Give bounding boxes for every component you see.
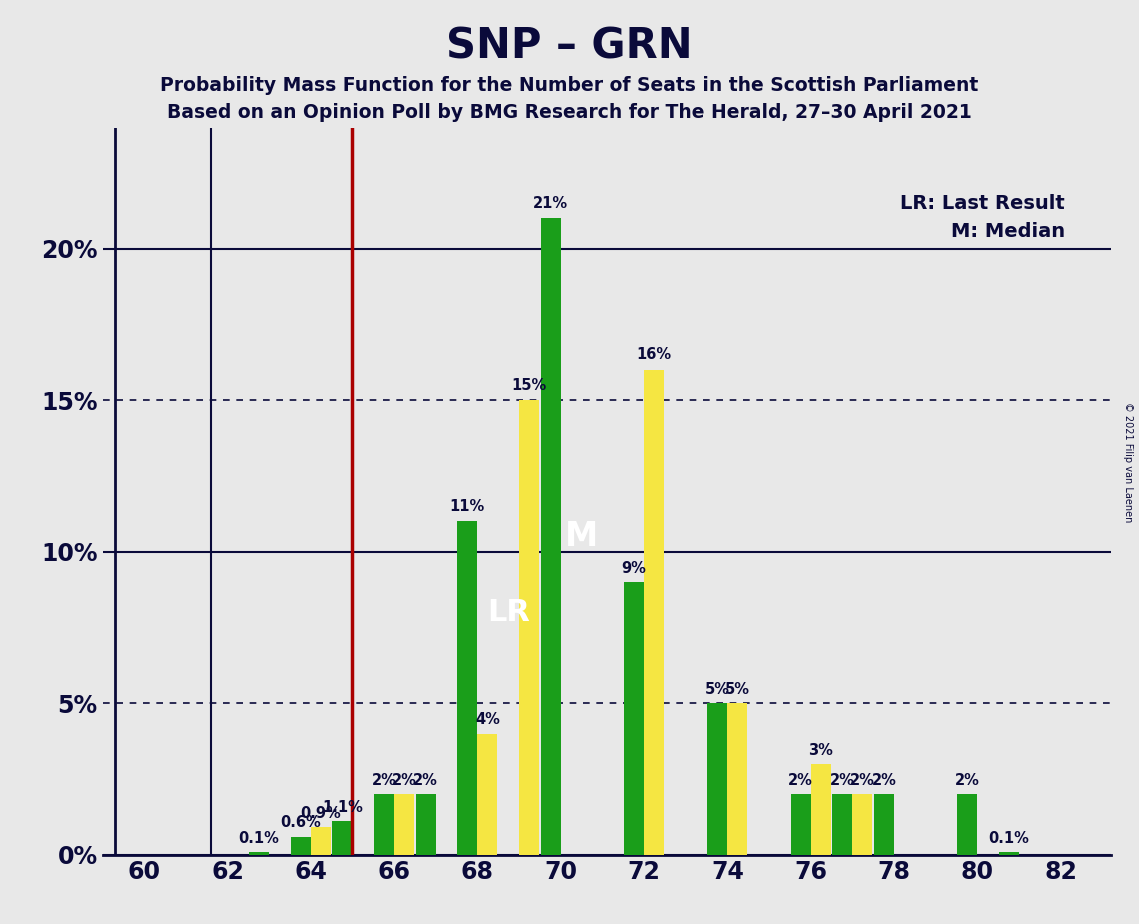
Text: 4%: 4%: [475, 712, 500, 727]
Text: 0.1%: 0.1%: [989, 831, 1030, 845]
Bar: [477, 734, 498, 855]
Text: 5%: 5%: [724, 682, 749, 697]
Text: LR: Last Result: LR: Last Result: [900, 194, 1065, 213]
Text: LR: LR: [487, 598, 531, 626]
Text: 1.1%: 1.1%: [322, 800, 363, 815]
Bar: [311, 827, 330, 855]
Text: SNP – GRN: SNP – GRN: [446, 26, 693, 67]
Text: © 2021 Filip van Laenen: © 2021 Filip van Laenen: [1123, 402, 1132, 522]
Bar: [874, 794, 894, 855]
Bar: [374, 794, 394, 855]
Text: 5%: 5%: [705, 682, 730, 697]
Text: 2%: 2%: [788, 773, 813, 788]
Text: 2%: 2%: [413, 773, 439, 788]
Text: M: Median: M: Median: [951, 222, 1065, 241]
Bar: [541, 218, 560, 855]
Bar: [333, 821, 352, 855]
Text: 2%: 2%: [954, 773, 980, 788]
Bar: [519, 400, 539, 855]
Text: 21%: 21%: [533, 196, 568, 211]
Bar: [852, 794, 872, 855]
Text: Probability Mass Function for the Number of Seats in the Scottish Parliament: Probability Mass Function for the Number…: [161, 76, 978, 95]
Text: 0.6%: 0.6%: [280, 816, 321, 831]
Bar: [458, 521, 477, 855]
Bar: [999, 852, 1019, 855]
Text: 2%: 2%: [371, 773, 396, 788]
Bar: [957, 794, 977, 855]
Bar: [728, 703, 747, 855]
Bar: [644, 370, 664, 855]
Bar: [790, 794, 811, 855]
Text: M: M: [565, 520, 599, 553]
Bar: [707, 703, 728, 855]
Text: 9%: 9%: [622, 561, 647, 576]
Bar: [394, 794, 415, 855]
Text: 2%: 2%: [392, 773, 417, 788]
Bar: [833, 794, 852, 855]
Text: Based on an Opinion Poll by BMG Research for The Herald, 27–30 April 2021: Based on an Opinion Poll by BMG Research…: [167, 103, 972, 123]
Text: 16%: 16%: [637, 347, 672, 362]
Bar: [811, 764, 830, 855]
Text: 2%: 2%: [871, 773, 896, 788]
Bar: [249, 852, 269, 855]
Text: 0.1%: 0.1%: [239, 831, 279, 845]
Text: 15%: 15%: [511, 378, 547, 393]
Bar: [416, 794, 436, 855]
Bar: [290, 836, 311, 855]
Text: 3%: 3%: [809, 743, 833, 758]
Text: 2%: 2%: [830, 773, 854, 788]
Text: 11%: 11%: [450, 499, 485, 514]
Bar: [624, 582, 644, 855]
Text: 0.9%: 0.9%: [301, 807, 342, 821]
Text: 2%: 2%: [850, 773, 875, 788]
